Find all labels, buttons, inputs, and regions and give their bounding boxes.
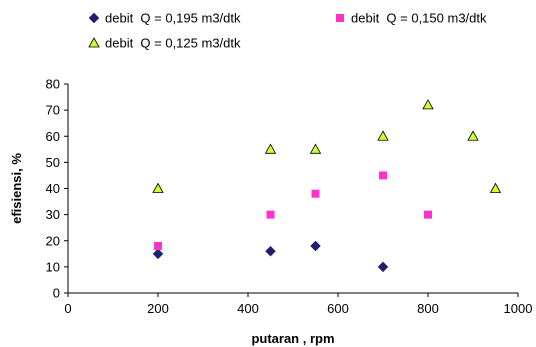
x-axis-title: putaran , rpm (251, 331, 334, 346)
legend-marker (88, 37, 100, 48)
y-tick-label: 20 (46, 233, 60, 248)
legend-entry-1: debit Q = 0,195 m3/dtk (88, 11, 241, 26)
data-point (377, 130, 389, 141)
series-2 (154, 171, 432, 250)
data-point (154, 241, 162, 250)
legend-marker (88, 12, 100, 24)
legend-label: debit Q = 0,195 m3/dtk (105, 11, 241, 26)
plot-area (152, 99, 502, 273)
y-tick-label: 60 (46, 129, 60, 144)
data-point (467, 130, 479, 141)
y-tick-label: 70 (46, 103, 60, 118)
data-point (489, 182, 502, 193)
x-tick-label: 400 (237, 301, 259, 316)
x-tick-label: 200 (147, 301, 169, 316)
series-1 (152, 240, 389, 273)
legend-entry-3: debit Q = 0,125 m3/dtk (88, 36, 241, 51)
x-tick-label: 0 (64, 301, 71, 316)
legend-label: debit Q = 0,150 m3/dtk (351, 11, 487, 26)
data-point (422, 99, 434, 110)
data-point (311, 189, 320, 198)
y-tick-label: 80 (46, 77, 60, 92)
legend-label: debit Q = 0,125 m3/dtk (105, 36, 241, 51)
data-point (310, 240, 321, 252)
y-tick-label: 40 (46, 181, 60, 196)
data-point (266, 210, 275, 219)
data-point (152, 248, 164, 260)
data-point (379, 171, 387, 180)
data-point (377, 261, 389, 273)
legend-marker (336, 14, 344, 22)
y-tick-label: 30 (46, 207, 60, 222)
data-point (152, 182, 164, 193)
legend-entry-2: debit Q = 0,150 m3/dtk (336, 11, 487, 26)
data-point (264, 143, 277, 154)
series-3 (152, 99, 502, 193)
y-tick-label: 10 (46, 259, 60, 274)
y-tick-label: 0 (53, 286, 60, 301)
y-tick-label: 50 (46, 155, 60, 170)
data-point (265, 245, 276, 257)
x-tick-label: 600 (327, 301, 349, 316)
legend: debit Q = 0,195 m3/dtk debit Q = 0,150 m3… (88, 11, 487, 51)
x-tick-label: 1000 (504, 301, 533, 316)
y-axis-title: efisiensi, % (9, 153, 24, 224)
data-point (424, 210, 432, 219)
data-point (309, 143, 322, 154)
x-tick-label: 800 (417, 301, 439, 316)
